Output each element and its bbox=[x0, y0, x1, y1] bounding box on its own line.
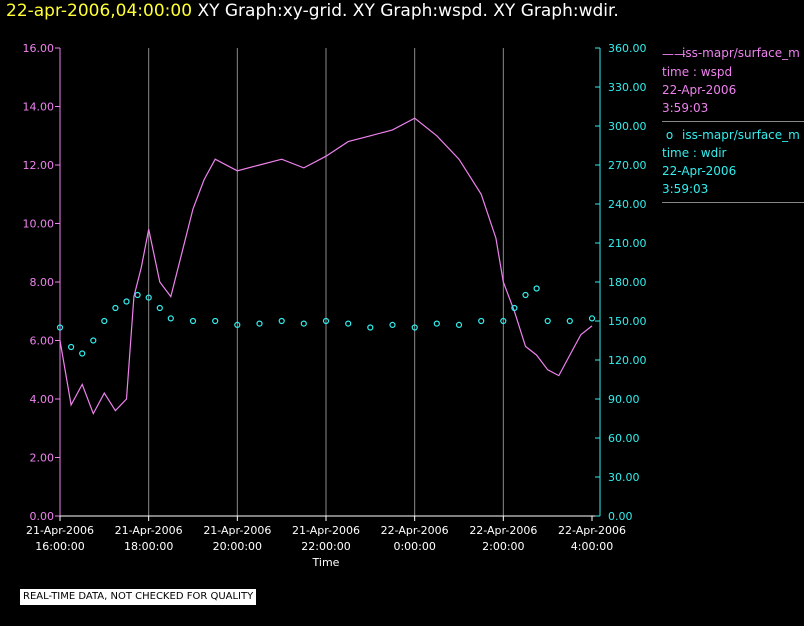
x-tick-label-date: 22-Apr-2006 bbox=[469, 524, 537, 537]
legend-wspd-var: time : wspd bbox=[662, 64, 733, 79]
series-marker-wdir bbox=[278, 317, 285, 325]
series-marker-wdir bbox=[256, 320, 263, 327]
x-tick-label-time: 2:00:00 bbox=[482, 540, 524, 553]
y-right-tick-label: 0.00 bbox=[608, 510, 633, 523]
x-axis-label: Time bbox=[312, 556, 340, 569]
series-marker-wdir bbox=[522, 291, 529, 299]
x-tick-label-time: 16:00:00 bbox=[35, 540, 84, 553]
x-tick-label-date: 21-Apr-2006 bbox=[203, 524, 271, 537]
series-marker-wdir bbox=[134, 291, 141, 299]
y-right-tick-label: 30.00 bbox=[608, 471, 640, 484]
legend-wdir-time: 3:59:03 bbox=[662, 182, 709, 196]
series-marker-wdir bbox=[300, 320, 307, 327]
y-right-tick-label: 210.00 bbox=[608, 237, 647, 250]
y-right-tick-label: 180.00 bbox=[608, 276, 647, 289]
series-marker-wdir bbox=[588, 315, 596, 322]
series-marker-wdir bbox=[367, 324, 374, 331]
legend-wdir-var: time : wdir bbox=[662, 146, 727, 160]
legend-wdir-name: iss-mapr/surface_m bbox=[682, 127, 800, 142]
legend-separator-bottom bbox=[662, 202, 804, 203]
x-tick-label-date: 21-Apr-2006 bbox=[292, 524, 360, 537]
series-marker-wdir bbox=[544, 317, 551, 325]
series-marker-wdir bbox=[322, 317, 330, 325]
legend: ——iss-mapr/surface_m time : wspd 22-Apr-… bbox=[662, 44, 804, 207]
x-tick-label-date: 22-Apr-2006 bbox=[381, 524, 449, 537]
series-marker-wdir bbox=[234, 321, 241, 328]
series-marker-wdir bbox=[212, 317, 219, 325]
legend-wspd-date: 22-Apr-2006 bbox=[662, 82, 737, 97]
x-tick-label-date: 22-Apr-2006 bbox=[558, 524, 626, 537]
y-left-tick-label: 14.00 bbox=[23, 101, 55, 114]
series-marker-wdir bbox=[533, 285, 540, 292]
y-right-tick-label: 360.00 bbox=[608, 42, 647, 55]
series-marker-wdir bbox=[67, 343, 75, 351]
legend-wdir-date: 22-Apr-2006 bbox=[662, 164, 737, 178]
series-marker-wdir bbox=[167, 315, 174, 322]
series-line-wspd bbox=[59, 117, 593, 416]
y-right-tick-label: 120.00 bbox=[608, 354, 647, 367]
series-marker-wdir bbox=[500, 317, 507, 325]
y-left-tick-label: 2.00 bbox=[30, 452, 55, 465]
series-marker-wdir bbox=[145, 294, 152, 301]
y-right-tick-label: 150.00 bbox=[608, 315, 647, 328]
header: 22-apr-2006,04:00:00 XY Graph:xy-grid. X… bbox=[6, 0, 619, 22]
legend-marker-symbol: o bbox=[662, 128, 674, 142]
legend-separator bbox=[662, 120, 804, 122]
x-tick-label-time: 18:00:00 bbox=[124, 540, 173, 553]
header-timestamp: 22-apr-2006,04:00:00 bbox=[6, 1, 193, 21]
y-left-tick-label: 0.00 bbox=[30, 510, 55, 523]
series-marker-wdir bbox=[566, 317, 573, 325]
legend-wspd-name: iss-mapr/surface_m bbox=[682, 46, 800, 60]
y-right-tick-label: 90.00 bbox=[608, 393, 640, 406]
y-left-tick-label: 12.00 bbox=[23, 159, 55, 172]
series-marker-wdir bbox=[90, 337, 97, 344]
series-marker-wdir bbox=[455, 321, 463, 328]
y-left-tick-label: 6.00 bbox=[30, 335, 55, 348]
x-tick-label-date: 21-Apr-2006 bbox=[115, 524, 183, 537]
x-tick-label-time: 22:00:00 bbox=[301, 540, 350, 553]
series-marker-wdir bbox=[112, 304, 119, 312]
legend-wspd: ——iss-mapr/surface_m time : wspd 22-Apr-… bbox=[662, 44, 804, 119]
x-tick-label-time: 0:00:00 bbox=[393, 540, 435, 553]
legend-wdir: o iss-mapr/surface_m time : wdir 22-Apr-2… bbox=[662, 126, 804, 201]
header-graphs: XY Graph:xy-grid. XY Graph:wspd. XY Grap… bbox=[197, 1, 619, 21]
series-marker-wdir bbox=[345, 320, 352, 327]
series-marker-wdir bbox=[79, 350, 86, 357]
y-left-tick-label: 4.00 bbox=[30, 393, 55, 406]
series-marker-wdir bbox=[411, 324, 418, 331]
y-left-tick-label: 8.00 bbox=[30, 276, 55, 289]
series-marker-wdir bbox=[56, 324, 64, 331]
series-marker-wdir bbox=[101, 317, 108, 325]
y-right-tick-label: 60.00 bbox=[608, 432, 640, 445]
series-marker-wdir bbox=[189, 317, 197, 325]
x-tick-label-date: 21-Apr-2006 bbox=[26, 524, 94, 537]
y-right-tick-label: 270.00 bbox=[608, 159, 647, 172]
y-right-tick-label: 330.00 bbox=[608, 81, 647, 94]
x-tick-label-time: 20:00:00 bbox=[213, 540, 262, 553]
y-left-tick-label: 10.00 bbox=[23, 218, 55, 231]
y-right-tick-label: 240.00 bbox=[608, 198, 647, 211]
series-marker-wdir bbox=[433, 320, 440, 327]
x-tick-label-time: 4:00:00 bbox=[571, 540, 613, 553]
y-left-tick-label: 16.00 bbox=[23, 42, 55, 55]
y-right-tick-label: 300.00 bbox=[608, 120, 647, 133]
series-marker-wdir bbox=[123, 298, 130, 305]
series-marker-wdir bbox=[389, 321, 396, 328]
legend-wspd-time: 3:59:03 bbox=[662, 100, 709, 115]
quality-notice: REAL-TIME DATA, NOT CHECKED FOR QUALITY bbox=[20, 589, 257, 605]
series-marker-wdir bbox=[156, 304, 163, 312]
series-marker-wdir bbox=[511, 304, 518, 312]
series-marker-wdir bbox=[478, 317, 485, 325]
legend-line-symbol: —— bbox=[662, 46, 686, 61]
